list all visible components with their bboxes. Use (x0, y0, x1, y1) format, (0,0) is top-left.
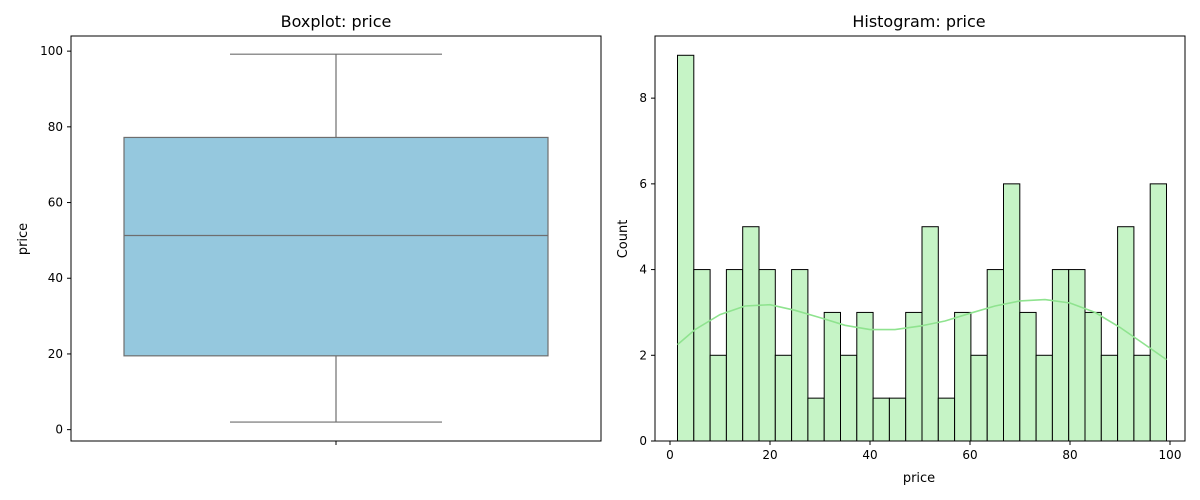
histogram-bar (1051, 269, 1070, 442)
boxplot-y-tick-label: 60 (48, 196, 63, 210)
histogram-x-tick-label: 100 (1159, 448, 1182, 462)
boxplot-y-tick-label: 40 (48, 271, 63, 285)
histogram-bar (742, 226, 760, 442)
histogram-axes-frame (654, 35, 1186, 442)
histogram-bar (1019, 311, 1037, 442)
histogram-bar (807, 397, 825, 442)
histogram-bar (856, 311, 874, 442)
boxplot-axes-frame (70, 35, 602, 442)
histogram-y-tick-label: 6 (639, 177, 647, 191)
histogram-title: Histogram: price (852, 12, 985, 31)
boxplot-y-tick-label: 80 (48, 120, 63, 134)
histogram-bar (709, 354, 727, 442)
histogram-bar (1117, 226, 1135, 442)
histogram-bar (791, 269, 809, 442)
histogram-y-tick-label: 0 (639, 434, 647, 448)
histogram-bar (970, 354, 988, 442)
boxplot-box (123, 136, 549, 357)
histogram-x-tick-label: 40 (862, 448, 877, 462)
histogram-y-axis-label: Count (616, 220, 631, 259)
boxplot-y-tick-label: 20 (48, 347, 63, 361)
boxplot-title: Boxplot: price (281, 12, 392, 31)
histogram-bar (1149, 183, 1167, 442)
histogram-x-tick-label: 0 (666, 448, 674, 462)
histogram-bar (677, 54, 695, 442)
histogram-bar (725, 269, 744, 442)
boxplot-panel: Boxplot: price price 0 20 40 60 80 100 (16, 12, 602, 445)
histogram-bar (1003, 183, 1021, 442)
histogram-bar (758, 269, 776, 442)
histogram-bar (1035, 354, 1053, 442)
histogram-x-tick-label: 20 (762, 448, 777, 462)
boxplot-y-tick-label: 0 (55, 423, 63, 437)
histogram-bar (774, 354, 793, 442)
histogram-bar (1084, 311, 1102, 442)
histogram-bar (937, 397, 956, 442)
boxplot-plot-area: 0 20 40 60 80 100 (40, 44, 549, 445)
histogram-bar (823, 311, 842, 442)
histogram-bar (986, 269, 1005, 442)
histogram-bar (1133, 354, 1151, 442)
histogram-bar (954, 311, 972, 442)
histogram-bar (840, 354, 858, 442)
histogram-bar (888, 397, 907, 442)
boxplot-y-tick-label: 100 (40, 44, 63, 58)
boxplot-y-axis-label: price (16, 223, 31, 255)
histogram-bar (905, 311, 923, 442)
histogram-x-tick-label: 80 (1062, 448, 1077, 462)
histogram-y-tick-label: 8 (639, 91, 647, 105)
histogram-bar (872, 397, 890, 442)
histogram-bar (1068, 269, 1086, 442)
histogram-y-tick-label: 2 (639, 348, 647, 362)
histogram-kde-line (676, 298, 1167, 361)
histogram-bar (1100, 354, 1119, 442)
histogram-bar (693, 269, 711, 442)
histogram-x-tick-label: 60 (962, 448, 977, 462)
histogram-x-axis-label: price (903, 471, 935, 486)
histogram-y-tick-label: 4 (639, 263, 647, 277)
histogram-bar (921, 226, 939, 442)
